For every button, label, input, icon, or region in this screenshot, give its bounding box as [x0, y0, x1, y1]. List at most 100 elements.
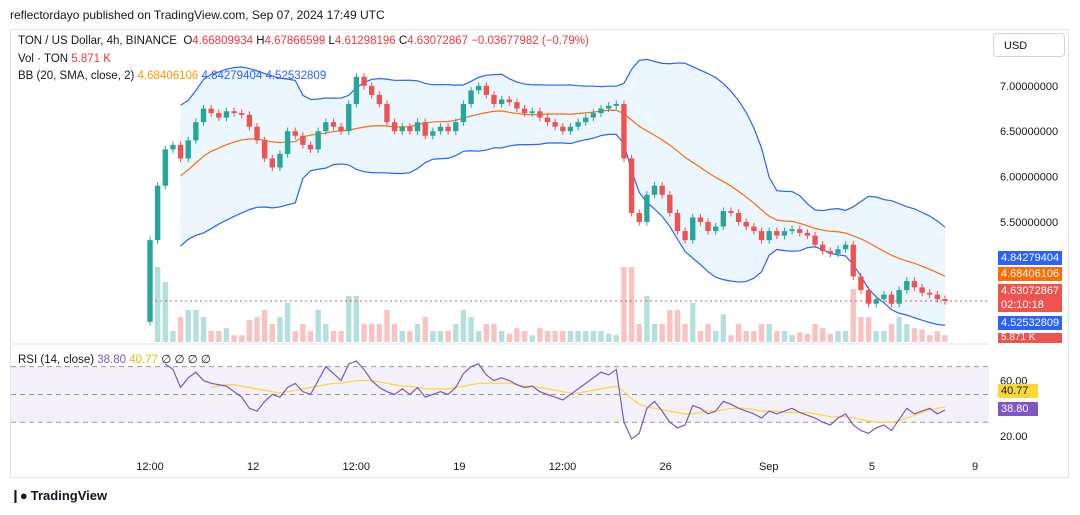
close-value: 4.63072867: [407, 35, 468, 47]
symbol-title[interactable]: TON / US Dollar, 4h, BINANCE: [18, 35, 177, 47]
volume-bar: [605, 333, 612, 342]
currency-button[interactable]: USD: [993, 33, 1065, 57]
candle: [942, 299, 948, 301]
volume-bar: [208, 331, 214, 342]
candle: [827, 251, 834, 254]
volume-bar: [636, 324, 642, 342]
candle: [881, 294, 887, 300]
footer-brand[interactable]: ❙● TradingView: [10, 488, 107, 504]
candle: [537, 111, 543, 118]
candle: [697, 217, 704, 222]
brand-name: TradingView: [30, 488, 108, 503]
bb-upper-value: 4.84279404: [201, 70, 263, 82]
volume-bar: [193, 310, 199, 342]
candle: [307, 144, 314, 150]
candle: [667, 194, 673, 213]
candle: [437, 126, 444, 132]
volume-bar: [888, 324, 895, 342]
candle: [216, 113, 222, 118]
countdown-tag: 02:10:18: [998, 298, 1062, 312]
volume-value: 5.871 K: [71, 53, 111, 65]
volume-bar: [154, 267, 161, 342]
x-tick-label: 26: [660, 461, 672, 473]
volume-bar: [521, 331, 528, 342]
volume-bar: [705, 324, 711, 342]
volume-bar: [498, 331, 505, 342]
symbol-legend: TON / US Dollar, 4h, BINANCE O4.66809934…: [18, 35, 589, 47]
candle: [239, 113, 245, 115]
volume-bar: [369, 324, 375, 342]
x-tick-label: Sep: [759, 461, 779, 473]
volume-label: Vol · TON: [18, 53, 69, 65]
candle: [353, 76, 360, 104]
volume-bar: [804, 333, 811, 342]
candle: [560, 126, 566, 132]
volume-bar: [942, 335, 948, 342]
publisher-line: reflectordayo published on TradingView.c…: [10, 8, 385, 22]
volume-legend[interactable]: Vol · TON 5.871 K: [18, 53, 111, 65]
volume-bar: [575, 331, 581, 342]
volume-bar: [789, 335, 795, 342]
candle: [850, 244, 856, 277]
volume-bar: [231, 335, 237, 342]
bb-upper-line: [180, 58, 946, 228]
volume-bar: [445, 331, 451, 342]
volume-bar: [506, 333, 512, 342]
bb-legend[interactable]: BB (20, SMA, close, 2) 4.68406106 4.8427…: [18, 70, 326, 82]
volume-bar: [422, 317, 428, 342]
candle: [743, 222, 749, 227]
candle: [323, 122, 329, 132]
candle: [177, 144, 184, 159]
candle: [338, 126, 344, 132]
candle: [590, 113, 597, 118]
candle: [430, 131, 436, 136]
rsi-label: RSI (14, close): [18, 354, 95, 366]
rsi-ma-legend-value: 40.77: [129, 354, 159, 366]
volume-bar: [667, 310, 673, 342]
volume-bar: [720, 314, 726, 342]
open-value: 4.66809934: [192, 35, 254, 47]
candle: [154, 185, 161, 241]
candle: [659, 185, 665, 195]
volume-bar: [904, 324, 910, 342]
rsi-legend[interactable]: RSI (14, close) 38.80 40.77 ∅ ∅ ∅ ∅: [18, 352, 211, 366]
candle: [728, 211, 734, 213]
volume-bar: [751, 331, 757, 342]
candle: [644, 194, 650, 222]
price-tick-label: 6.00000000: [1000, 172, 1058, 184]
candle: [842, 244, 849, 250]
price-tick-label: 5.50000000: [1000, 217, 1058, 229]
volume-bar: [491, 324, 497, 342]
rsi-tag: 38.80: [998, 402, 1038, 416]
volume-bar: [911, 328, 918, 342]
volume-bar: [674, 310, 681, 342]
volume-bar: [200, 317, 207, 342]
volume-bar: [552, 331, 558, 342]
candle: [147, 240, 153, 322]
high-label: H: [256, 35, 265, 47]
candle: [445, 126, 451, 132]
volume-bar: [774, 331, 780, 342]
volume-bar: [567, 331, 574, 342]
candle: [498, 99, 505, 104]
volume-bar: [414, 324, 421, 342]
bb-basis-value: 4.68406106: [137, 70, 199, 82]
candle: [514, 102, 520, 109]
volume-bar: [621, 267, 627, 342]
candle: [690, 217, 696, 241]
volume-bar: [407, 331, 413, 342]
volume-bar: [353, 296, 360, 342]
volume-bar: [659, 324, 665, 342]
volume-bar: [246, 319, 253, 342]
candle: [261, 140, 268, 159]
volume-bar: [460, 310, 467, 342]
candle: [613, 104, 619, 106]
candle: [414, 122, 421, 132]
candle: [621, 104, 627, 159]
volume-bar: [261, 310, 268, 342]
candle: [346, 104, 352, 132]
bb-lower-line: [180, 133, 946, 326]
volume-bar: [590, 331, 597, 342]
price-chart[interactable]: 7.00000000 6.50000000 6.00000000 5.50000000…: [0, 0, 1080, 480]
candle: [858, 276, 864, 291]
